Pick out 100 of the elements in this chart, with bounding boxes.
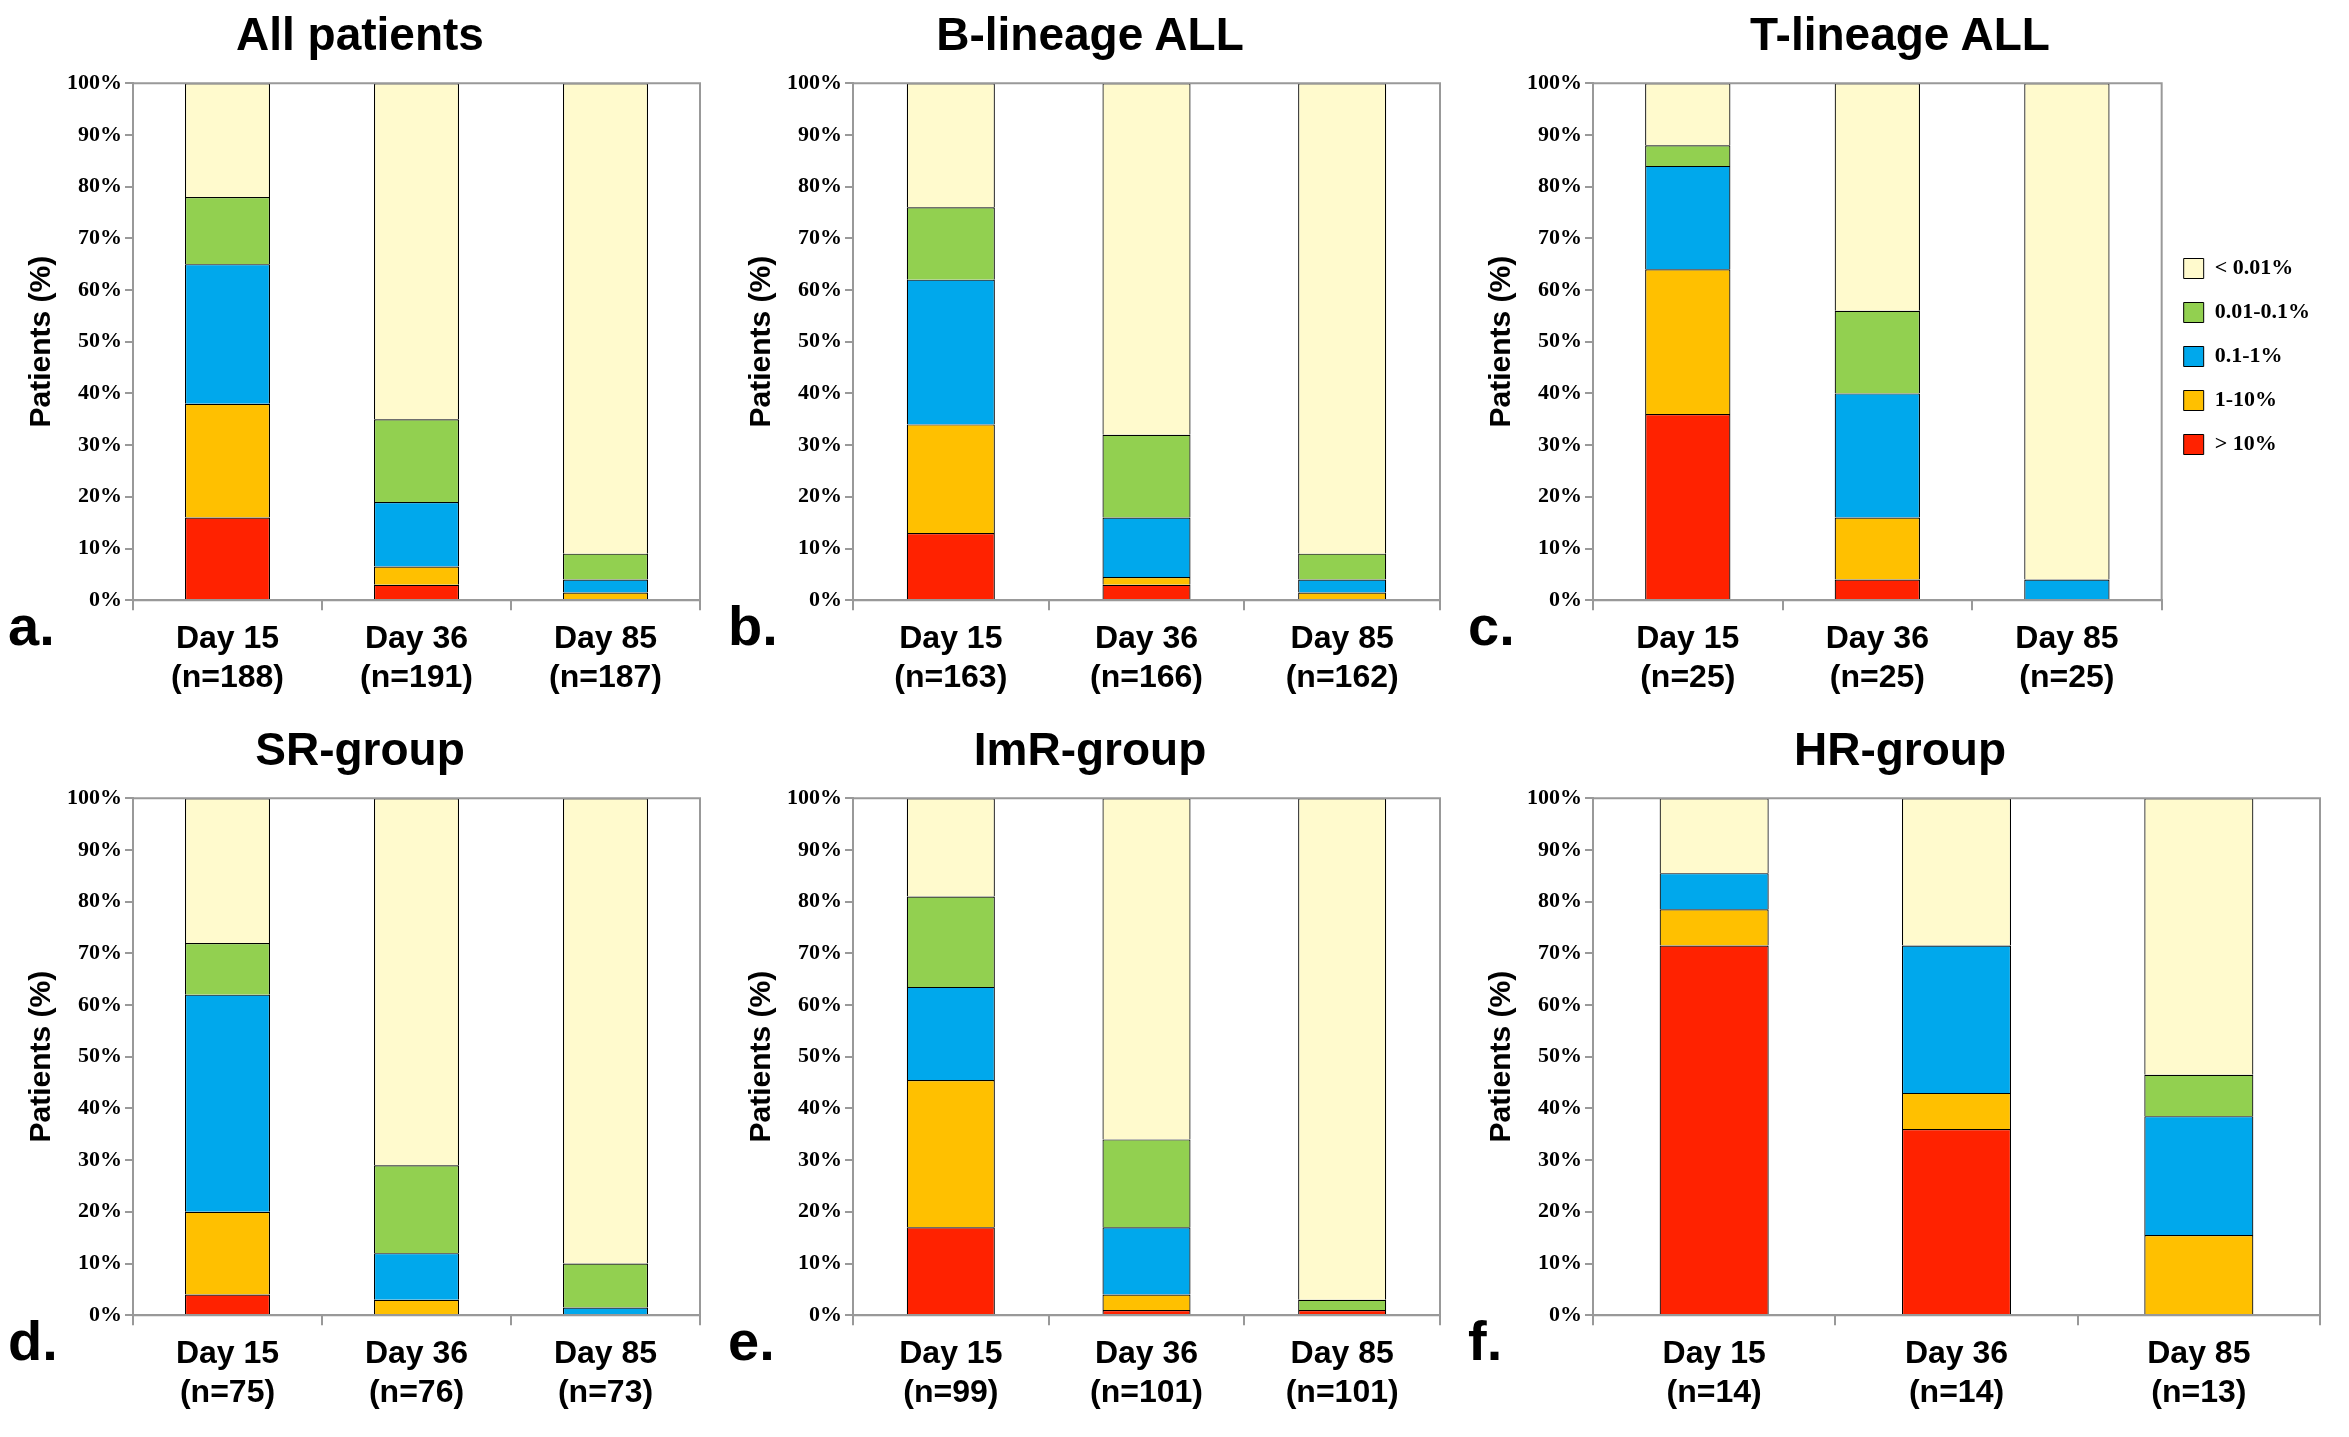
chart-title: SR-group <box>255 723 465 776</box>
y-tick-label: 40% <box>1538 1094 1582 1120</box>
legend-label: 1-10% <box>2214 386 2277 412</box>
y-tick-label: 0% <box>1549 1300 1582 1326</box>
x-tick-label: Day 85 (n=73) <box>553 1334 658 1409</box>
y-tick-label: 80% <box>78 887 122 913</box>
y-tick-label: 50% <box>798 1042 842 1068</box>
y-tick-label: 20% <box>798 1197 842 1223</box>
y-tick-label: 100% <box>787 783 842 809</box>
y-tick-label: 40% <box>1538 379 1582 405</box>
y-tick-label: 0% <box>809 1300 842 1326</box>
y-tick-label: 100% <box>67 783 122 809</box>
y-tick-label: 30% <box>1538 1145 1582 1171</box>
y-tick-label: 20% <box>798 482 842 508</box>
y-tick-label: 50% <box>78 327 122 353</box>
y-tick-label: 30% <box>78 430 122 456</box>
y-tick-label: 80% <box>1538 172 1582 198</box>
y-axis-title: Patients (%) <box>23 255 57 428</box>
y-tick-label: 30% <box>798 1145 842 1171</box>
x-tick-label: Day 15 (n=163) <box>894 619 1008 694</box>
y-tick-label: 40% <box>798 379 842 405</box>
x-tick-label: Day 85 (n=101) <box>1285 1334 1399 1409</box>
y-tick-label: 100% <box>787 68 842 94</box>
legend-label: 0.1-1% <box>2214 342 2283 368</box>
y-axis-title: Patients (%) <box>1483 970 1517 1143</box>
x-tick-label: Day 15 (n=14) <box>1662 1334 1766 1409</box>
x-tick-label: Day 85 (n=162) <box>1285 619 1399 694</box>
y-tick-label: 90% <box>798 120 842 146</box>
x-tick-label: Day 15 (n=188) <box>171 619 284 694</box>
y-tick-label: 100% <box>1527 68 1582 94</box>
y-tick-label: 80% <box>1538 887 1582 913</box>
legend-label: 0.01-0.1% <box>2214 298 2310 324</box>
y-tick-label: 10% <box>78 1249 122 1275</box>
y-tick-label: 100% <box>67 68 122 94</box>
y-axis-title: Patients (%) <box>23 970 57 1143</box>
y-tick-label: 0% <box>89 1300 122 1326</box>
y-tick-label: 70% <box>798 223 842 249</box>
y-tick-label: 90% <box>1538 835 1582 861</box>
y-tick-label: 70% <box>78 223 122 249</box>
y-tick-label: 40% <box>798 1094 842 1120</box>
y-tick-label: 80% <box>798 172 842 198</box>
y-tick-label: 60% <box>78 275 122 301</box>
chart-title: B-lineage ALL <box>936 8 1244 61</box>
y-tick-label: 70% <box>1538 223 1582 249</box>
y-tick-label: 90% <box>78 120 122 146</box>
x-tick-label: Day 85 (n=187) <box>549 619 662 694</box>
y-tick-label: 60% <box>78 990 122 1016</box>
legend-label: > 10% <box>2214 430 2277 456</box>
text: b. <box>728 594 778 657</box>
y-axis-title: Patients (%) <box>743 255 777 428</box>
y-tick-label: 30% <box>78 1145 122 1171</box>
y-tick-label: 30% <box>798 430 842 456</box>
y-tick-label: 70% <box>78 938 122 964</box>
y-tick-label: 10% <box>1538 1249 1582 1275</box>
chart-title: ImR-group <box>973 723 1207 776</box>
y-tick-label: 10% <box>798 534 842 560</box>
text: a. <box>8 594 55 657</box>
x-tick-label: Day 85 (n=25) <box>2015 619 2119 694</box>
x-tick-label: Day 36 (n=101) <box>1090 1334 1203 1409</box>
x-tick-label: Day 15 (n=75) <box>175 1334 280 1409</box>
x-tick-label: Day 36 (n=14) <box>1904 1334 2009 1409</box>
y-tick-label: 50% <box>78 1042 122 1068</box>
y-tick-label: 50% <box>1538 1042 1582 1068</box>
y-tick-label: 10% <box>78 534 122 560</box>
y-tick-label: 60% <box>798 990 842 1016</box>
y-tick-label: 100% <box>1527 783 1582 809</box>
x-tick-label: Day 15 (n=99) <box>899 1334 1003 1409</box>
y-tick-label: 50% <box>1538 327 1582 353</box>
text: f. <box>1468 1309 1503 1372</box>
y-tick-label: 90% <box>78 835 122 861</box>
y-tick-label: 0% <box>809 585 842 611</box>
chart-title: T-lineage ALL <box>1750 8 2050 61</box>
y-tick-label: 70% <box>1538 938 1582 964</box>
y-tick-label: 10% <box>798 1249 842 1275</box>
y-tick-label: 60% <box>1538 990 1582 1016</box>
x-tick-label: Day 15 (n=25) <box>1636 619 1740 694</box>
y-tick-label: 60% <box>798 275 842 301</box>
y-tick-label: 10% <box>1538 534 1582 560</box>
x-tick-label: Day 36 (n=166) <box>1090 619 1203 694</box>
y-tick-label: 80% <box>78 172 122 198</box>
legend-label: < 0.01% <box>2214 254 2294 280</box>
y-axis-title: Patients (%) <box>743 970 777 1143</box>
x-tick-label: Day 36 (n=25) <box>1825 619 1929 694</box>
text: c. <box>1468 594 1515 657</box>
y-tick-label: 40% <box>78 379 122 405</box>
y-tick-label: 80% <box>798 887 842 913</box>
chart-title: All patients <box>236 8 484 61</box>
text: d. <box>8 1309 58 1372</box>
y-tick-label: 60% <box>1538 275 1582 301</box>
x-tick-label: Day 36 (n=76) <box>364 1334 469 1409</box>
y-tick-label: 20% <box>1538 482 1582 508</box>
x-tick-label: Day 85 (n=13) <box>2147 1334 2251 1409</box>
y-tick-label: 20% <box>78 1197 122 1223</box>
x-tick-label: Day 36 (n=191) <box>360 619 473 694</box>
chart-title: HR-group <box>1793 723 2007 776</box>
y-tick-label: 50% <box>798 327 842 353</box>
y-tick-label: 90% <box>798 835 842 861</box>
y-tick-label: 30% <box>1538 430 1582 456</box>
y-tick-label: 0% <box>1549 585 1582 611</box>
y-tick-label: 70% <box>798 938 842 964</box>
